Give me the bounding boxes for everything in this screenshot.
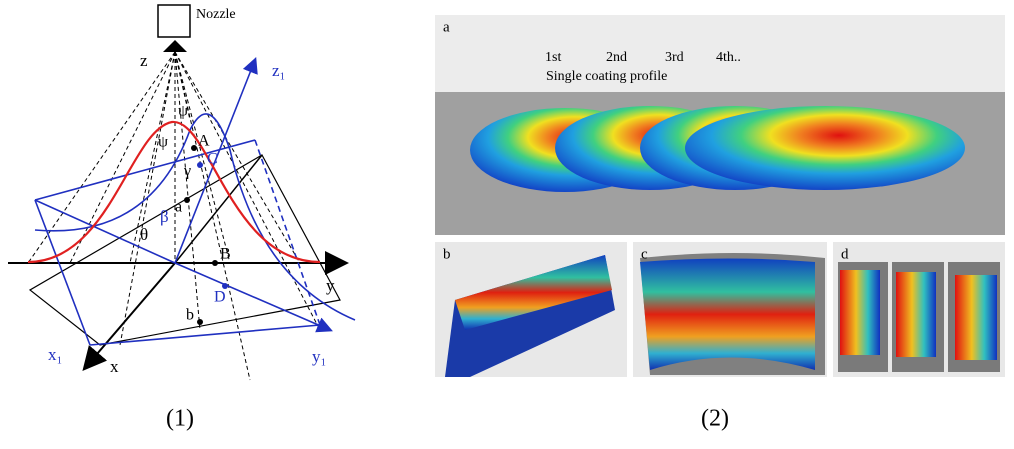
- point: [212, 260, 218, 266]
- point: [191, 145, 197, 151]
- pass-label: 3rd: [665, 50, 684, 65]
- diagram: Nozzle z z₁ y x x₁ y₁ ψ ψ γ β θ A C a B …: [8, 5, 355, 432]
- panel-c: c: [633, 242, 827, 377]
- coating-pass: [685, 106, 965, 190]
- nozzle-box: [158, 5, 190, 37]
- point: [197, 319, 203, 325]
- spray-profile: [28, 122, 320, 262]
- axis-label: x₁: [48, 345, 62, 364]
- point-label: a: [175, 199, 182, 216]
- profile-label: Single coating profile: [546, 69, 667, 84]
- coating: [640, 259, 815, 371]
- axis-label: x: [110, 357, 119, 376]
- axis-label: y₁: [312, 347, 326, 366]
- point: [184, 197, 190, 203]
- panel-label: b: [443, 246, 451, 262]
- point-label: b: [186, 307, 194, 324]
- axis-label: z₁: [272, 61, 285, 80]
- figure: Nozzle z z₁ y x x₁ y₁ ψ ψ γ β θ A C a B …: [0, 0, 1014, 449]
- nozzle-tip: [163, 40, 187, 52]
- panel-label: c: [641, 246, 648, 262]
- coating: [955, 275, 997, 360]
- panel-d: d: [833, 242, 1005, 377]
- point-label: B: [220, 246, 231, 263]
- caption: (2): [701, 406, 729, 432]
- axis-label: y: [326, 276, 335, 295]
- angle-label: ψ: [158, 134, 168, 151]
- angle-label: γ: [183, 163, 191, 180]
- point-label: A: [198, 133, 210, 150]
- point-label: C: [207, 151, 218, 168]
- coating: [840, 270, 880, 355]
- panel-label: a: [443, 19, 450, 35]
- caption: (1): [166, 406, 194, 432]
- angle-label: β: [160, 207, 169, 226]
- coating: [896, 272, 936, 357]
- point-label: D: [214, 289, 226, 306]
- angle-label: ψ: [178, 103, 188, 120]
- nozzle-label: Nozzle: [196, 7, 236, 22]
- point: [197, 162, 203, 168]
- pass-label: 4th..: [716, 50, 741, 65]
- x-axis-line: [85, 263, 175, 368]
- rotated-frame: [35, 60, 355, 345]
- pass-label: 2nd: [606, 50, 627, 65]
- panel-a: a 1st 2nd 3rd 4th.. Single coating profi…: [435, 15, 1005, 235]
- panel-b: b: [435, 242, 627, 377]
- pass-label: 1st: [545, 50, 561, 65]
- axis-label: z: [140, 51, 148, 70]
- panel-label: d: [841, 246, 849, 262]
- angle-label: θ: [140, 225, 148, 244]
